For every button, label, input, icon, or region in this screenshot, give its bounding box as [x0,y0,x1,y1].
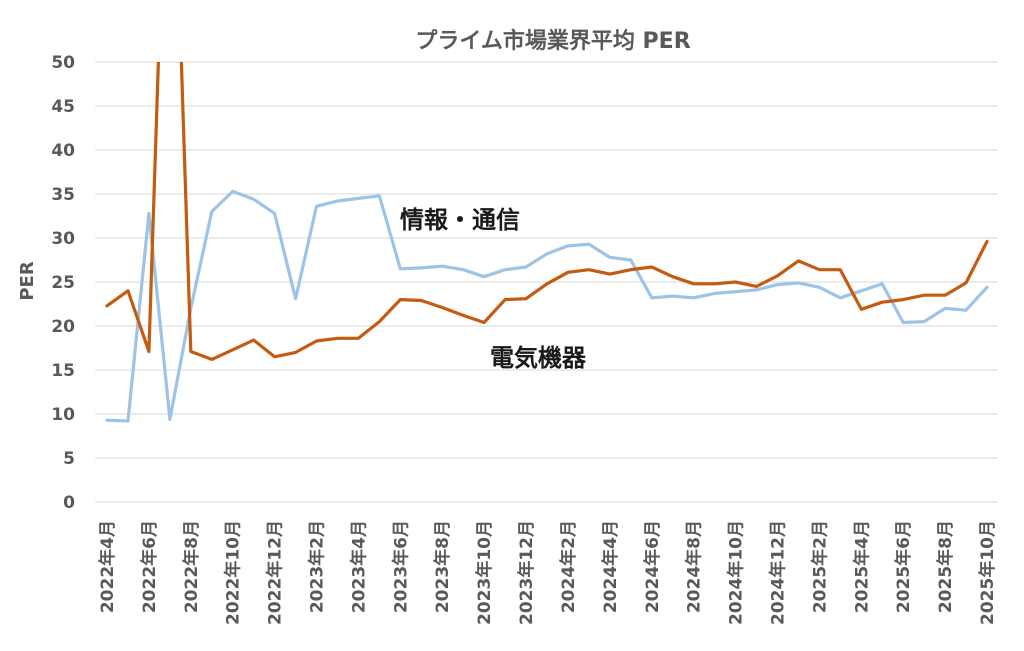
series-lines [105,62,989,423]
y-tick-label: 5 [63,449,75,469]
x-tick-label: 2023年10月 [474,520,495,625]
x-tick-label: 2023年2月 [307,520,328,613]
x-tick-label: 2024年8月 [684,520,705,613]
y-tick-label: 35 [51,185,75,205]
y-tick-label: 40 [51,141,75,161]
x-tick-label: 2024年6月 [642,520,663,613]
x-tick-label: 2022年10月 [223,520,244,625]
y-tick-label: 50 [51,53,75,73]
y-tick-label: 20 [51,317,75,337]
x-tick-label: 2023年8月 [432,520,453,613]
x-tick-label: 2022年12月 [265,520,286,625]
y-tick-label: 10 [51,405,75,425]
chart-title: プライム市場業界平均 PER [415,28,690,54]
x-tick-label: 2024年4月 [600,520,621,613]
x-tick-label: 2025年8月 [935,520,956,613]
y-tick-label: 25 [51,273,75,293]
x-tick-label: 2025年4月 [851,520,872,613]
x-tick-label: 2025年6月 [893,520,914,613]
x-tick-label: 2024年10月 [726,520,747,625]
x-tick-label: 2023年6月 [390,520,411,613]
y-tick-labels: 0 5 10 15 20 25 30 35 40 45 50 [51,53,75,513]
series-line-electric [105,62,989,361]
y-tick-label: 30 [51,229,75,249]
x-tick-label: 2023年12月 [516,520,537,625]
x-tick-label: 2024年12月 [767,520,788,625]
y-tick-label: 45 [51,97,75,117]
series-line-info-comm [105,189,989,423]
x-tick-label: 2022年6月 [139,520,160,613]
y-tick-label: 0 [63,493,75,513]
x-tick-label: 2025年10月 [977,520,998,625]
x-tick-label: 2022年8月 [181,520,202,613]
x-tick-labels: 2022年4月 2022年6月 2022年8月 2022年10月 2022年12月 202… [97,520,998,625]
series-label-info-comm: 情報・通信 [400,206,520,234]
x-tick-label: 2024年2月 [558,520,579,613]
y-axis-label: PER [17,261,38,300]
x-tick-label: 2023年4月 [348,520,369,613]
y-tick-label: 15 [51,361,75,381]
gridlines [95,61,998,503]
series-label-electric: 電気機器 [490,344,587,372]
x-tick-label: 2022年4月 [97,520,118,613]
x-tick-label: 2025年2月 [809,520,830,613]
